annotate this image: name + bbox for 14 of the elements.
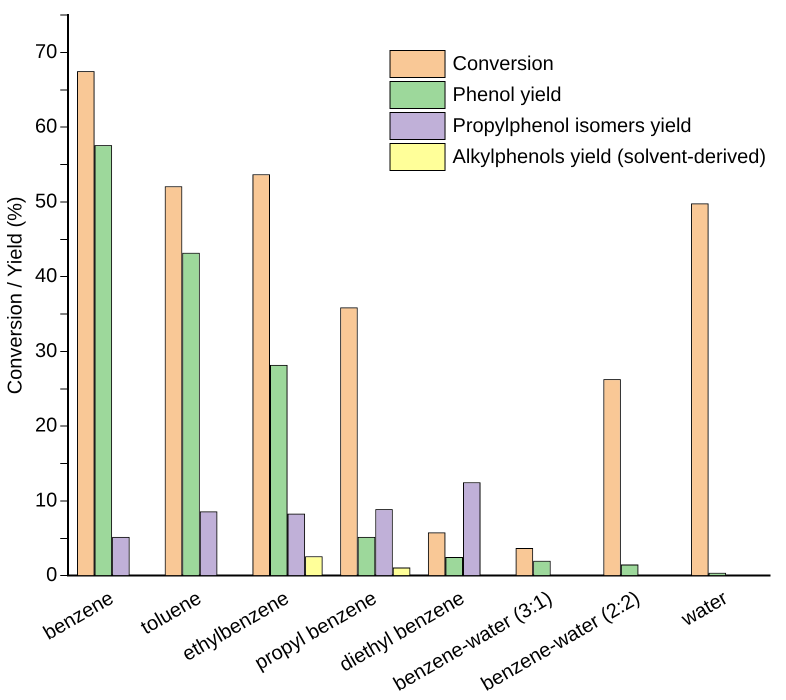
legend-label: Conversion [452,53,554,76]
y-tick-label: 0 [46,564,58,586]
y-axis-title: Conversion / Yield (%) [4,196,27,394]
x-tick-label: water [677,587,732,632]
legend-label: Propylphenol isomers yield [452,115,692,138]
y-tick-label: 70 [34,40,58,63]
y-tick-label: 30 [34,340,58,362]
y-tick-label: 60 [34,116,58,138]
y-tick-label: 50 [34,190,58,212]
y-tick-label: 40 [34,265,58,288]
legend-label: Phenol yield [452,84,562,106]
legend-label: Alkylphenols yield (solvent-derived) [452,146,766,168]
y-tick-label: 10 [34,489,58,512]
y-tick-label: 20 [34,414,58,437]
